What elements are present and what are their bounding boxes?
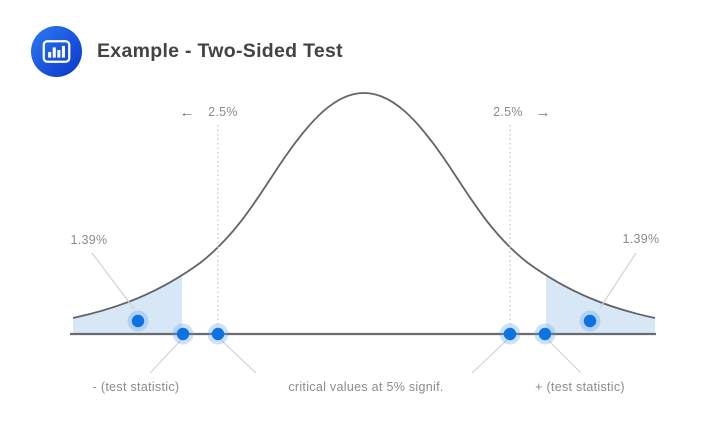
- right-critical-value-dot: [499, 323, 521, 345]
- page-title: Example - Two-Sided Test: [97, 40, 343, 62]
- right-tail-percentage: 2.5%: [493, 105, 523, 119]
- left-pvalue-dot: [127, 310, 149, 332]
- right-pvalue-dot: [579, 310, 601, 332]
- neg-test-statistic-label: - (test statistic): [93, 380, 180, 394]
- leader-line-right-pvalue: [599, 252, 637, 309]
- left-tail-percentage: 2.5%: [208, 105, 238, 119]
- bell-curve: [72, 92, 656, 319]
- pos-test-statistic-label: + (test statistic): [535, 380, 625, 394]
- header: Example - Two-Sided Test: [31, 26, 343, 77]
- right-test-statistic-dot: [534, 323, 556, 345]
- left-arrow-icon: ←: [180, 104, 195, 121]
- bar-chart-icon: [31, 26, 82, 77]
- left-test-statistic-dot: [172, 323, 194, 345]
- leader-line-critical-left: [220, 339, 257, 374]
- left-pvalue-label: 1.39%: [71, 233, 108, 247]
- right-tail-shaded-area: [546, 275, 655, 333]
- leader-line-left-pvalue: [91, 252, 136, 311]
- right-pvalue-label: 1.39%: [623, 232, 660, 246]
- leader-line-neg-test-stat: [149, 339, 182, 374]
- left-critical-value-dot: [207, 323, 229, 345]
- leader-line-critical-right: [471, 339, 508, 374]
- leader-line-pos-test-stat: [547, 339, 582, 374]
- critical-values-label: critical values at 5% signif.: [288, 380, 443, 394]
- right-arrow-icon: →: [536, 104, 551, 121]
- left-tail-shaded-area: [73, 275, 182, 333]
